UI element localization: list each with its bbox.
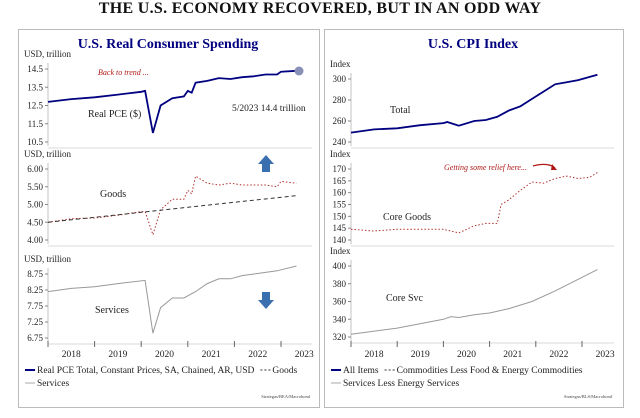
y-tick-label: 10.5	[27, 137, 43, 147]
y-tick-label: 300	[333, 74, 347, 84]
x-tick-label: 2018	[365, 350, 384, 360]
series-line-services	[47, 265, 297, 334]
y-tick-label: 6.00	[27, 164, 43, 174]
series-line-services-less-energy-services	[350, 269, 598, 335]
y-tick-label: 280	[333, 95, 347, 105]
y-tick-label: 160	[333, 188, 347, 198]
main-title: THE U.S. ECONOMY RECOVERED, BUT IN AN OD…	[98, 0, 542, 17]
series-line-commodities-less-food-energy-commodities	[350, 172, 598, 234]
y-axis-label: USD, trillion	[24, 49, 72, 59]
y-tick-label: 240	[333, 137, 347, 147]
subplot-label: Core Svc	[386, 293, 424, 304]
subplot-label: Real PCE ($)	[88, 109, 141, 120]
annotation-back-to-trend: Back to trend ...	[98, 68, 149, 77]
y-axis-label: Index	[330, 149, 351, 159]
y-tick-label: 5.00	[27, 200, 43, 210]
y-tick-label: 165	[333, 176, 347, 186]
y-tick-label: 155	[333, 200, 347, 210]
subplot-label: Total	[390, 105, 411, 116]
y-tick-label: 260	[333, 116, 347, 126]
y-tick-label: 320	[333, 332, 347, 342]
source-note: Strategas/BEA/Macrobond	[261, 394, 310, 399]
annotation-latest-value: 5/2023 14.4 trillion	[232, 104, 306, 114]
y-tick-label: 145	[333, 223, 347, 233]
subplot-label: Core Goods	[383, 212, 431, 223]
legend-item-0: Real PCE Total, Constant Prices, SA, Cha…	[37, 366, 255, 376]
y-tick-label: 14.5	[27, 64, 43, 74]
series-line-all-items	[350, 73, 598, 134]
series-line-goods	[47, 175, 297, 237]
subplot-label: Services	[95, 305, 129, 316]
y-tick-label: 4.00	[27, 235, 43, 245]
arrow-up-icon	[258, 155, 274, 172]
legend-item-2: Services	[37, 379, 69, 389]
x-tick-label: 2023	[295, 350, 314, 360]
y-tick-label: 400	[333, 261, 347, 271]
y-tick-label: 170	[333, 164, 347, 174]
x-tick-label: 2018	[62, 350, 81, 360]
x-tick-label: 2023	[596, 350, 615, 360]
y-tick-label: 8.75	[27, 269, 43, 279]
source-note: Strategas/BLS/Macrobond	[564, 394, 613, 399]
y-tick-label: 7.75	[27, 301, 43, 311]
arrow-down-icon	[258, 292, 274, 309]
annotation-relief: Getting some relief here...	[444, 163, 527, 172]
chart-title: U.S. Real Consumer Spending	[78, 37, 259, 52]
x-tick-label: 2020	[155, 350, 174, 360]
y-axis-label: USD, trillion	[24, 149, 72, 159]
x-tick-label: 2019	[411, 350, 430, 360]
y-tick-label: 340	[333, 314, 347, 324]
y-tick-label: 150	[333, 211, 347, 221]
series-line-trend	[47, 195, 297, 223]
x-tick-label: 2019	[108, 350, 127, 360]
relief-arrowhead-icon	[551, 164, 557, 170]
y-tick-label: 8.25	[27, 285, 43, 295]
subplot-label: Goods	[100, 189, 126, 200]
x-tick-label: 2022	[549, 350, 568, 360]
legend-item-1: Goods	[272, 366, 297, 376]
legend-item-1: Commodities Less Food & Energy Commoditi…	[397, 366, 583, 376]
y-tick-label: 7.25	[27, 317, 43, 327]
x-tick-label: 2021	[202, 350, 221, 360]
right-panel	[324, 29, 624, 408]
y-tick-label: 11.5	[28, 119, 44, 129]
y-tick-label: 13.5	[27, 82, 43, 92]
chart-title: U.S. CPI Index	[428, 37, 518, 52]
y-tick-label: 380	[333, 279, 347, 289]
left-panel	[18, 29, 320, 408]
y-tick-label: 12.5	[27, 101, 43, 111]
latest-point-marker	[294, 66, 304, 76]
y-axis-label: Index	[330, 246, 351, 256]
y-tick-label: 140	[333, 235, 347, 245]
x-tick-label: 2020	[457, 350, 476, 360]
y-tick-label: 5.50	[27, 182, 43, 192]
legend-item-0: All Items	[343, 366, 379, 376]
x-tick-label: 2022	[248, 350, 267, 360]
y-tick-label: 360	[333, 297, 347, 307]
y-tick-label: 4.50	[27, 217, 43, 227]
y-axis-label: Index	[330, 59, 351, 69]
x-tick-label: 2021	[503, 350, 522, 360]
y-tick-label: 6.75	[27, 333, 43, 343]
series-line-real-pce-total-constant-prices-sa-chained-ar-usd	[47, 69, 297, 134]
legend-item-2: Services Less Energy Services	[343, 379, 459, 389]
y-axis-label: USD, trillion	[24, 254, 72, 264]
